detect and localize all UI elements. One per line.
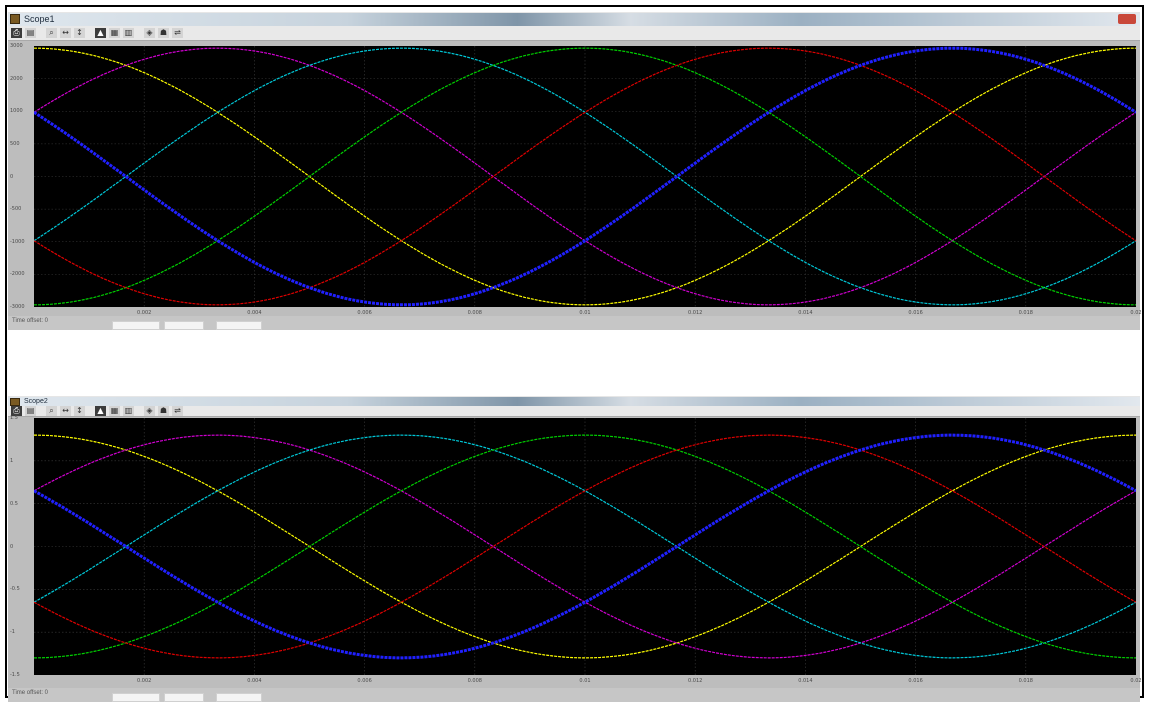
scope-chart (34, 46, 1136, 307)
y-tick-label: 3000 (10, 43, 23, 49)
zoom-y-icon[interactable]: ↕ (74, 28, 85, 38)
series-line (34, 434, 1136, 659)
status-bar: Time offset: 0 (8, 316, 1140, 330)
window-title: Scope1 (24, 14, 55, 24)
zoom-in-icon[interactable]: ⌕ (46, 406, 57, 416)
status-field (112, 321, 160, 330)
x-tick-label: 0.014 (798, 310, 813, 316)
status-field (112, 693, 160, 702)
x-tick-label: 0.004 (247, 310, 262, 316)
x-tick-label: 0.012 (688, 310, 703, 316)
status-field (216, 321, 262, 330)
x-tick-label: 0.008 (467, 678, 482, 684)
autoscale-icon[interactable]: ▲ (95, 406, 106, 416)
zoom-in-icon[interactable]: ⌕ (46, 28, 57, 38)
y-tick-label: -1.5 (10, 672, 20, 678)
floating-scope-icon[interactable]: ◈ (144, 406, 155, 416)
x-tick-label: 0.01 (579, 310, 591, 316)
restore-axes-icon[interactable]: ▥ (123, 406, 134, 416)
y-tick-label: 1 (10, 457, 14, 464)
status-field (164, 321, 204, 330)
restore-axes-icon[interactable]: ▥ (123, 28, 134, 38)
scope-chart (34, 418, 1136, 675)
y-tick-label: 0.5 (10, 500, 18, 507)
x-tick-label: 0.016 (908, 678, 923, 684)
save-axes-icon[interactable]: ▦ (109, 28, 120, 38)
scope-window-2: Scope2 ⎙ ▤ ⌕ ↔ ↕ ▲ ▦ ▥ ◈ ☗ ⇌ Time offset… (8, 396, 1142, 702)
toolbar: ⎙ ▤ ⌕ ↔ ↕ ▲ ▦ ▥ ◈ ☗ ⇌ (8, 26, 1140, 41)
x-tick-label: 0.014 (798, 678, 813, 684)
series-line (34, 433, 1136, 660)
y-tick-label: -1000 (10, 238, 25, 245)
simulink-scope-icon (10, 14, 20, 24)
toolbar: ⎙ ▤ ⌕ ↔ ↕ ▲ ▦ ▥ ◈ ☗ ⇌ (8, 406, 1140, 417)
y-tick-label: 1000 (10, 108, 23, 115)
x-tick-label: 0.006 (357, 310, 372, 316)
x-tick-label: 0.018 (1018, 310, 1033, 316)
time-offset-label: Time offset: 0 (12, 318, 49, 324)
print-icon[interactable]: ⎙ (11, 28, 22, 38)
y-tick-label: 1.5 (10, 415, 18, 421)
lock-axes-icon[interactable]: ☗ (158, 28, 169, 38)
x-tick-label: 0.02 (1130, 678, 1142, 684)
floating-scope-icon[interactable]: ◈ (144, 28, 155, 38)
print-icon[interactable]: ⎙ (11, 406, 22, 416)
window-title: Scope2 (24, 398, 48, 405)
x-tick-label: 0.006 (357, 678, 372, 684)
series-line (34, 47, 1136, 306)
y-tick-label: 500 (10, 140, 20, 147)
zoom-x-icon[interactable]: ↔ (60, 28, 71, 38)
x-tick-label: 0.012 (688, 678, 703, 684)
y-tick-label: -1 (10, 629, 15, 636)
plot-area[interactable] (34, 418, 1136, 675)
y-tick-label: -2000 (10, 271, 25, 278)
status-bar: Time offset: 0 (8, 688, 1140, 702)
status-field (216, 693, 262, 702)
simulink-scope-icon (10, 398, 20, 406)
title-bar[interactable]: Scope1 (8, 13, 1140, 26)
status-field (164, 693, 204, 702)
y-tick-label: -0.5 (10, 586, 20, 593)
x-tick-label: 0.008 (467, 310, 482, 316)
scope-window-1: Scope1 ⎙ ▤ ⌕ ↔ ↕ ▲ ▦ ▥ ◈ ☗ ⇌ Time offset… (8, 12, 1142, 330)
y-tick-label: 0 (10, 173, 14, 180)
y-tick-label: 2000 (10, 75, 23, 82)
x-tick-label: 0.016 (908, 310, 923, 316)
zoom-y-icon[interactable]: ↕ (74, 406, 85, 416)
y-tick-label: -500 (10, 206, 22, 213)
x-tick-label: 0.02 (1130, 310, 1142, 316)
y-tick-label: 0 (10, 543, 14, 550)
series-line (34, 46, 1136, 307)
signal-selector-icon[interactable]: ⇌ (172, 28, 183, 38)
autoscale-icon[interactable]: ▲ (95, 28, 106, 38)
plot-area[interactable] (34, 46, 1136, 307)
lock-axes-icon[interactable]: ☗ (158, 406, 169, 416)
time-offset-label: Time offset: 0 (12, 690, 49, 696)
y-tick-label: -3000 (10, 304, 25, 310)
x-tick-label: 0.002 (137, 310, 152, 316)
x-tick-label: 0.002 (137, 678, 152, 684)
title-bar[interactable]: Scope2 (8, 397, 1140, 406)
zoom-x-icon[interactable]: ↔ (60, 406, 71, 416)
params-icon[interactable]: ▤ (25, 406, 36, 416)
x-tick-label: 0.018 (1018, 678, 1033, 684)
signal-selector-icon[interactable]: ⇌ (172, 406, 183, 416)
close-icon[interactable] (1118, 14, 1136, 24)
x-tick-label: 0.004 (247, 678, 262, 684)
x-tick-label: 0.01 (579, 678, 591, 684)
params-icon[interactable]: ▤ (25, 28, 36, 38)
save-axes-icon[interactable]: ▦ (109, 406, 120, 416)
